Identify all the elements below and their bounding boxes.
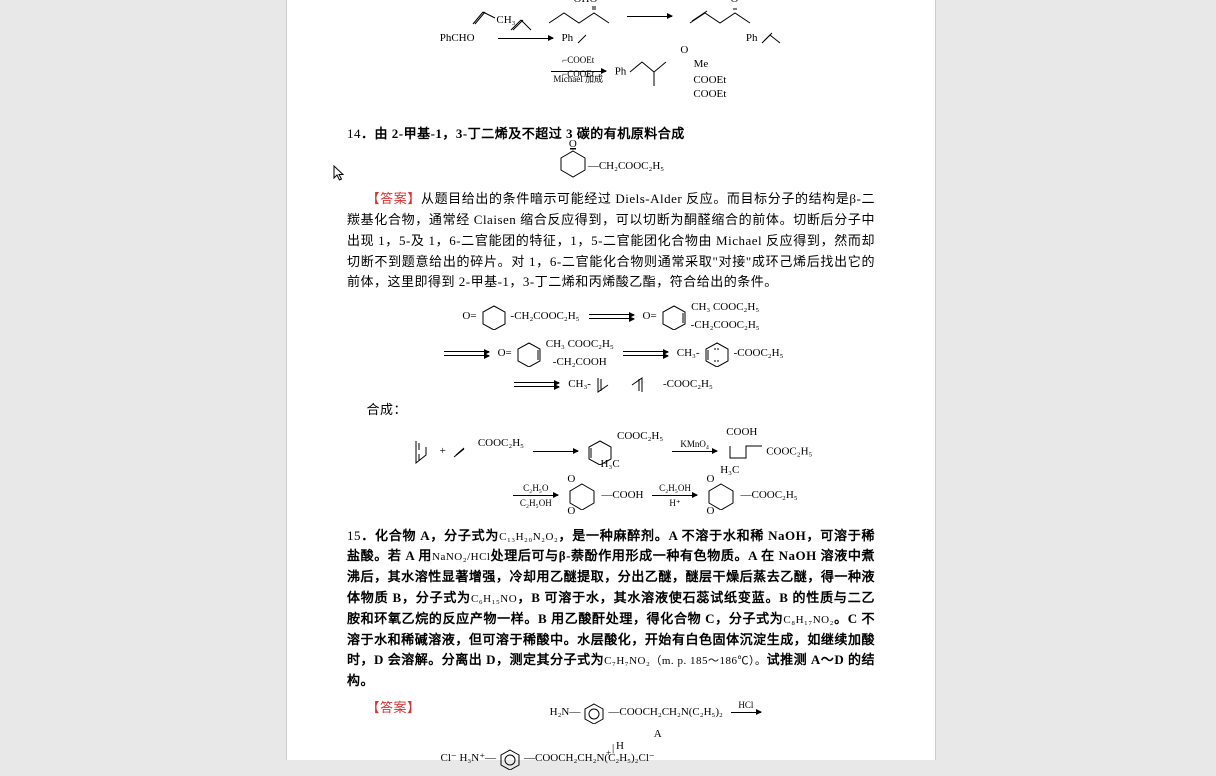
q14-target-struct: O —CH₂COOC₂H₅ — [347, 148, 875, 185]
q15-struct: H₂N— —COOCH₂CH₂N(C₂H₅)₂ HCl A Cl⁻ H₃N⁺— … — [441, 700, 875, 772]
mouse-cursor — [333, 165, 347, 183]
q14-title: 14．由 2-甲基-1，3-丁二烯及不超过 3 碳的有机原料合成 — [347, 124, 875, 145]
q15-text: 15．化合物 A，分子式为C₁₃H₂₀N₂O₂，是一种麻醉剂。A 不溶于水和稀 … — [347, 526, 875, 692]
q14-synthesis-label: 合成： — [347, 400, 875, 421]
q14-answer: 【答案】从题目给出的条件暗示可能经过 Diels-Alder 反应。而目标分子的… — [347, 189, 875, 293]
phcho-label: PhCHO — [440, 30, 475, 48]
q15-answer-label: 【答案】 — [367, 700, 421, 715]
q14-retro-scheme: O= -CH₂COOC₂H₅ O= CH₃ COOC₂H₅ -CH₂COOC₂H… — [347, 299, 875, 395]
q14-synthesis-scheme: + COOC₂H₅ COOC₂H₅ H₃C KMnO₄ COOH COOC₂H₅… — [347, 424, 875, 509]
document-page: CH₃ OH O O PhCHO — [286, 0, 936, 760]
top-scheme: CH₃ OH O O PhCHO — [347, 4, 875, 94]
